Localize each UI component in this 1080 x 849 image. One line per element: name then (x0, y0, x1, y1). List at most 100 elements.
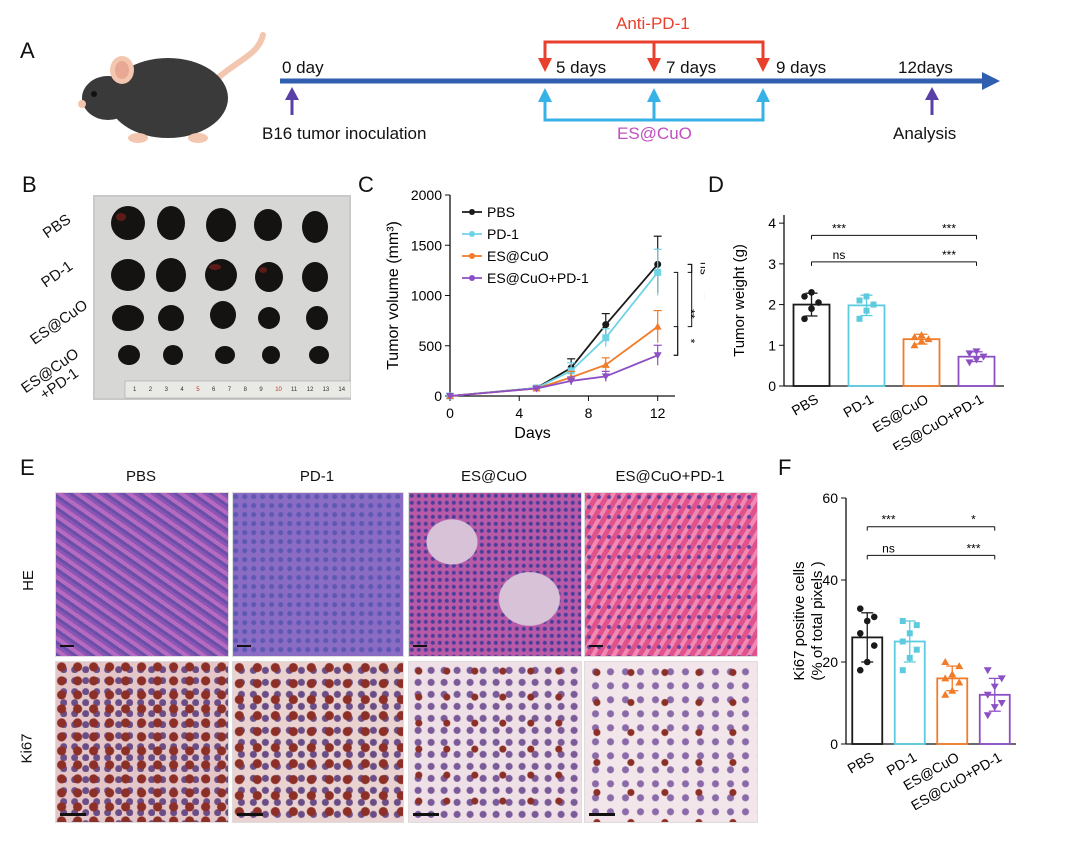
y-tick-label: 2 (768, 297, 776, 313)
y-axis-label: Ki67 positive cells (791, 561, 808, 680)
significance-label: *** (966, 541, 980, 555)
data-point (948, 670, 957, 678)
data-point (601, 360, 610, 368)
data-point (870, 301, 877, 308)
significance-label: * (971, 513, 976, 527)
y-tick-label: 1000 (411, 288, 442, 304)
y-tick-label: 1500 (411, 237, 442, 253)
data-point (654, 268, 662, 276)
legend-marker (469, 275, 475, 281)
ki67-chart: 0 20 40 60 Ki67 positive cells (% of total pi… (791, 490, 1016, 810)
ruler-number: 10 (275, 387, 282, 393)
photo-row-label-pd1: PD-1 (38, 257, 76, 292)
data-point (983, 667, 992, 675)
significance-label: *** (942, 248, 956, 262)
significance-label: ** (684, 309, 698, 319)
data-point (863, 658, 871, 666)
histology-row-ki67: Ki67 (18, 733, 36, 764)
ruler-number: 6 (212, 387, 216, 393)
significance-bracket (673, 271, 679, 356)
data-point (997, 700, 1006, 707)
significance-label: *** (881, 513, 895, 527)
data-point (990, 683, 999, 691)
ruler-number: 13 (322, 387, 330, 393)
significance-label: * (684, 339, 698, 344)
timeline-analysis: Analysis (893, 124, 957, 143)
data-point (899, 638, 906, 645)
ruler-number: 5 (196, 387, 200, 393)
significance-bracket (687, 263, 693, 273)
ki67-image-escuo (408, 661, 582, 823)
data-point (856, 315, 863, 322)
panel-letter-f: F (778, 455, 792, 480)
legend-label: ES@CuO+PD-1 (487, 270, 589, 286)
data-point (983, 712, 992, 720)
data-point (870, 613, 878, 621)
x-tick-label: 4 (515, 405, 523, 421)
photo-row-label-escuo: ES@CuO (27, 296, 91, 349)
legend-label: PD-1 (487, 226, 519, 242)
significance-bracket (687, 263, 693, 328)
tumor-volume-chart: 0 500 1000 1500 2000 0 4 8 12 Days Tumor volume (m… (385, 187, 705, 440)
y-tick-label: 2000 (411, 187, 442, 203)
y-tick-label: 0 (768, 378, 776, 394)
x-tick-label: 0 (446, 405, 454, 421)
data-point (983, 691, 992, 699)
data-point (653, 322, 662, 330)
scale-bar (237, 813, 263, 816)
histology-col-pbs: PBS (125, 468, 156, 485)
y-tick-label: 20 (822, 654, 838, 670)
significance-label: ns (698, 262, 705, 275)
timeline-day9: 9 days (776, 58, 827, 77)
panel-letter-a: A (20, 38, 35, 63)
timeline-day12: 12days (898, 58, 953, 77)
x-axis-label: Days (514, 425, 550, 440)
data-point (972, 356, 981, 364)
significance-label: ** (698, 291, 705, 301)
ruler-number: 4 (180, 387, 184, 393)
ruler-number: 8 (243, 387, 247, 393)
data-point (856, 666, 864, 674)
y-axis-label: Tumor volume (mm³) (385, 221, 402, 370)
data-point (979, 353, 988, 361)
data-point (941, 674, 950, 682)
data-point (913, 622, 920, 629)
histology-col-combo: ES@CuO+PD-1 (615, 468, 725, 485)
he-image-escuo (408, 492, 582, 657)
data-point (965, 359, 974, 367)
legend-marker (469, 231, 475, 237)
ki67-image-combo (584, 661, 758, 823)
bar (847, 304, 886, 387)
photo-row-label-combo: ES@CuO +PD-1 (18, 345, 83, 404)
photo-ruler-scale: 1 2 3 4 5 6 7 8 9 10 11 12 13 14 (125, 383, 351, 400)
data-point (808, 289, 815, 296)
data-point (863, 617, 871, 625)
data-point (990, 704, 999, 712)
data-point (972, 348, 981, 356)
significance-bracket (673, 326, 679, 356)
scale-bar (413, 645, 427, 647)
scale-bar (60, 645, 74, 647)
ruler-number: 14 (338, 387, 346, 393)
timeline-inoculation: B16 tumor inoculation (262, 124, 427, 143)
y-axis-label: (% of total pixels ) (809, 561, 826, 680)
he-image-combo (584, 492, 758, 657)
photo-row-label-pbs: PBS (39, 210, 75, 243)
data-point (602, 334, 610, 342)
legend-marker (469, 209, 475, 215)
data-point (801, 293, 808, 300)
mouse-illustration (78, 32, 266, 143)
data-point (856, 297, 863, 304)
ki67-image-pd1 (232, 661, 404, 823)
scale-bar (589, 813, 615, 816)
y-tick-label: 3 (768, 256, 776, 272)
data-point (913, 646, 920, 653)
data-point (863, 293, 870, 300)
y-tick-label: 0 (830, 736, 838, 752)
data-point (917, 331, 926, 339)
data-point (653, 352, 662, 360)
scale-bar (60, 813, 86, 816)
y-tick-label: 0 (434, 388, 442, 404)
data-point (815, 299, 822, 306)
data-point (870, 642, 878, 649)
